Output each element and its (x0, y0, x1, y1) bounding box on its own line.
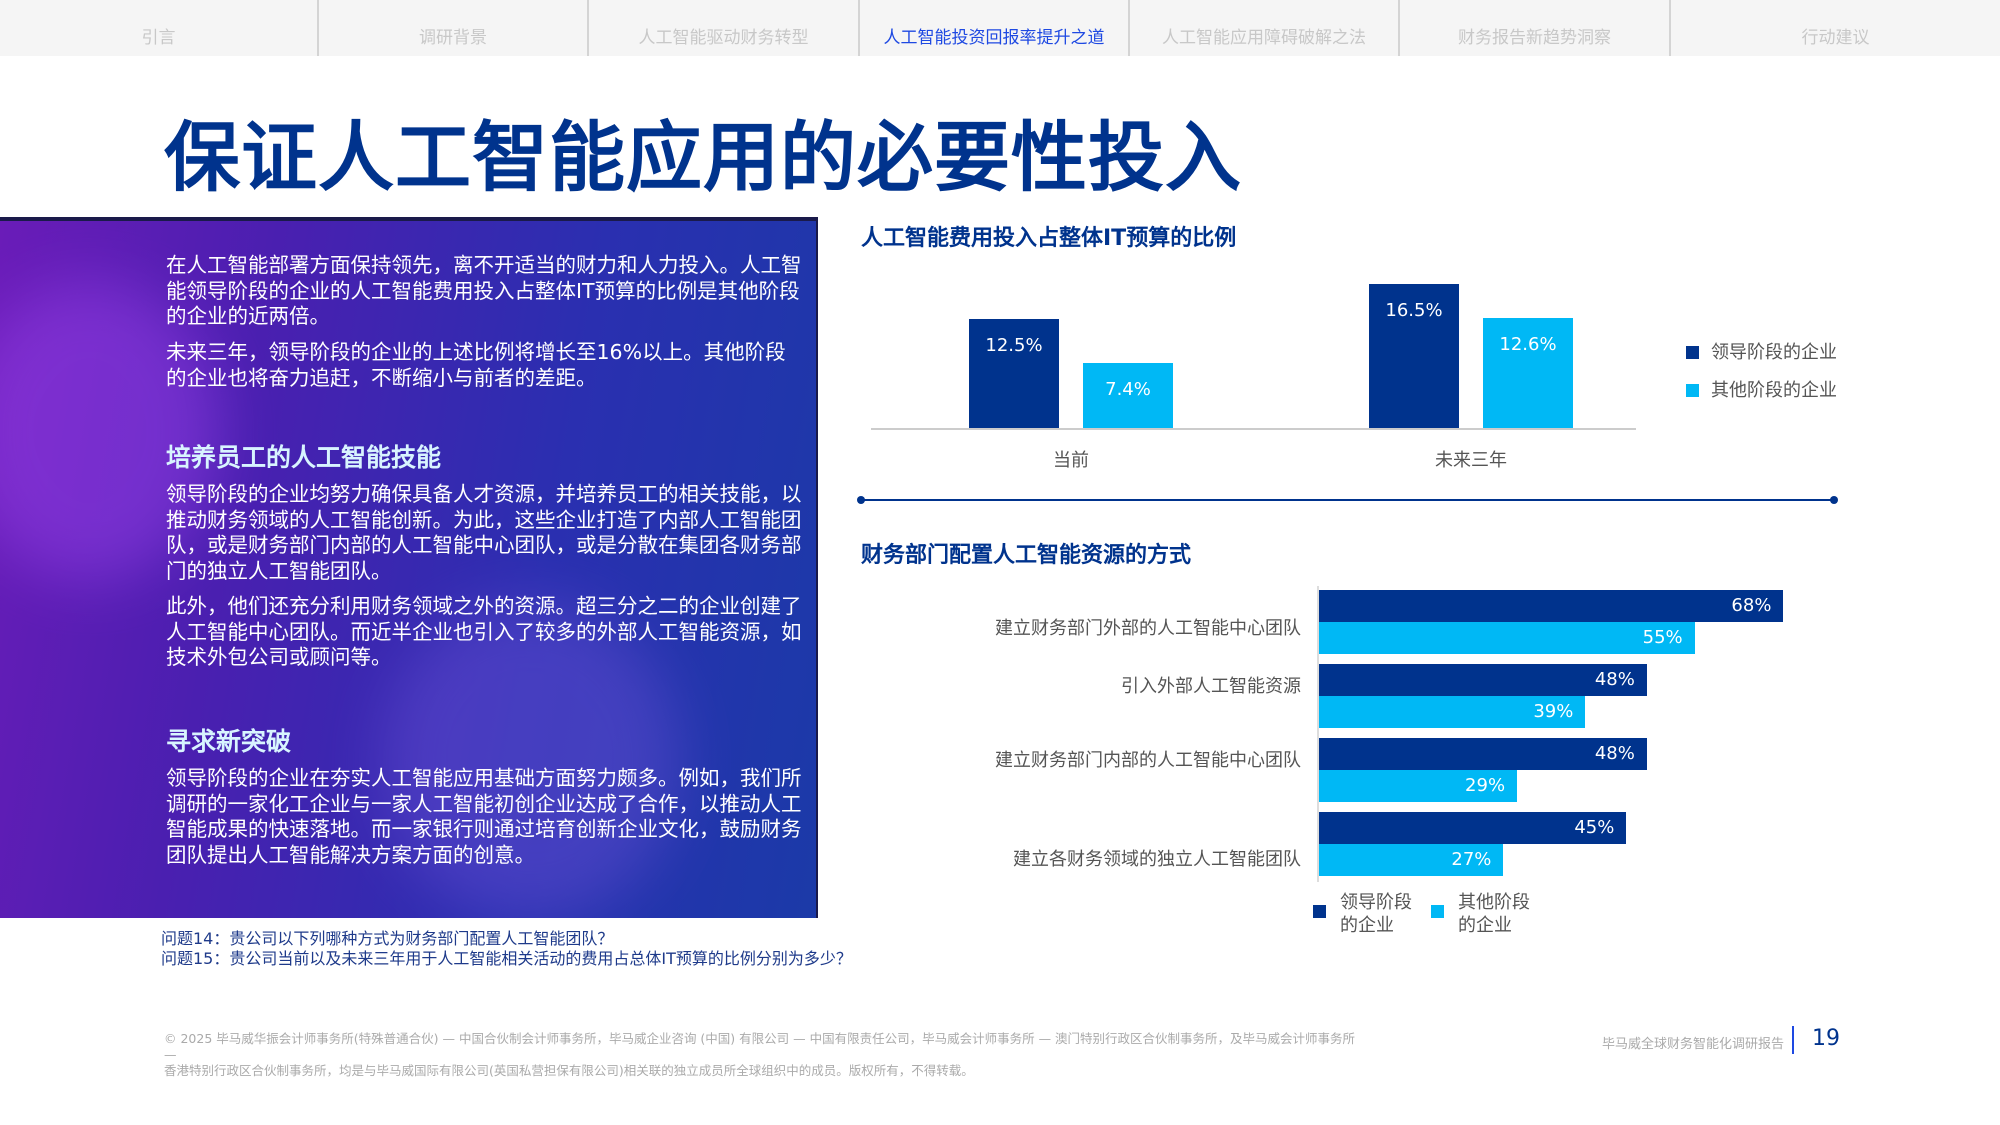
bar-leader (1319, 812, 1627, 844)
bar-value-label: 27% (1451, 849, 1492, 870)
bar-value-label: 48% (1594, 669, 1635, 690)
bar-value-label: 55% (1642, 627, 1683, 648)
bar-other (1083, 363, 1173, 428)
category-label: 当前 (1053, 450, 1089, 471)
bar-leader (1369, 284, 1459, 428)
legend-swatch (1431, 905, 1444, 918)
category-label: 建立财务部门内部的人工智能中心团队 (995, 750, 1301, 771)
category-label: 引入外部人工智能资源 (1121, 676, 1301, 697)
category-label: 未来三年 (1435, 450, 1507, 471)
legend-label: 其他阶段的企业 (1711, 380, 1837, 401)
chart2-title: 财务部门配置人工智能资源的方式 (861, 543, 1192, 568)
legend-swatch (1686, 346, 1699, 359)
skills-paragraph: 领导阶段的企业均努力确保具备人才资源，并培养员工的相关技能，以推动财务领域的人工… (166, 482, 802, 583)
page-title: 保证人工智能应用的必要性投入 (164, 113, 1242, 202)
page-number: 19 (1812, 1026, 1840, 1051)
resources-paragraph: 此外，他们还充分利用财务领域之外的资源。超三分之二的企业创建了人工智能中心团队。… (166, 594, 802, 669)
legend-label: 领导阶段 的企业 (1340, 892, 1412, 936)
category-label: 建立财务部门外部的人工智能中心团队 (995, 618, 1301, 639)
footer-divider (1792, 1026, 1794, 1054)
bar-value-label: 68% (1731, 595, 1772, 616)
bar-other (1319, 696, 1586, 728)
nav-tab[interactable]: 人工智能驱动财务转型 (589, 0, 860, 56)
bar-other (1319, 622, 1695, 654)
nav-tab[interactable]: 人工智能投资回报率提升之道 (860, 0, 1130, 56)
report-name: 毕马威全球财务智能化调研报告 (1602, 1037, 1785, 1052)
x-axis (871, 428, 1636, 430)
bar-value-label: 39% (1533, 701, 1574, 722)
bar-value-label: 48% (1594, 743, 1635, 764)
copyright-notice: © 2025 毕马威华振会计师事务所(特殊普通合伙) — 中国合伙制会计师事务所… (164, 1031, 1364, 1079)
bar-value-label: 12.6% (1499, 334, 1557, 356)
section-heading-breakthrough: 寻求新突破 (166, 727, 292, 756)
copyright-line: © 2025 毕马威华振会计师事务所(特殊普通合伙) — 中国合伙制会计师事务所… (164, 1031, 1356, 1062)
outlook-paragraph: 未来三年，领导阶段的企业的上述比例将增长至16%以上。其他阶段的企业也将奋力追赶… (166, 340, 786, 390)
bar-other (1483, 318, 1573, 428)
legend-label: 领导阶段的企业 (1711, 342, 1837, 363)
bar-other (1319, 770, 1518, 802)
background-glow (0, 281, 220, 581)
legend-label: 其他阶段 的企业 (1458, 892, 1530, 936)
nav-tab[interactable]: 行动建议 (1801, 28, 1870, 48)
bar-value-label: 12.5% (985, 335, 1043, 356)
legend-swatch (1313, 905, 1326, 918)
bar-value-label: 7.4% (1105, 379, 1151, 401)
bar-value-label: 16.5% (1385, 300, 1443, 322)
section-heading-skills: 培养员工的人工智能技能 (166, 443, 442, 472)
question-15: 问题15：贵公司当前以及未来三年用于人工智能相关活动的费用占总体IT预算的比例分… (161, 949, 852, 968)
bar-leader (969, 319, 1059, 428)
bar-leader (1319, 664, 1647, 696)
bar-leader (1319, 738, 1647, 770)
bar-leader (1319, 590, 1784, 622)
copyright-line: 香港特别行政区合伙制事务所，均是与毕马威国际有限公司(英国私营担保有限公司)相关… (164, 1063, 974, 1078)
bar-value-label: 29% (1465, 775, 1506, 796)
background-glow (380, 601, 680, 918)
section-nav: 引言 调研背景 人工智能驱动财务转型 人工智能投资回报率提升之道 人工智能应用障碍破解之… (0, 0, 2000, 56)
section-divider (857, 496, 1838, 504)
bar-other (1319, 844, 1504, 876)
nav-tab[interactable]: 人工智能应用障碍破解之法 (1130, 0, 1400, 56)
text-panel (0, 217, 818, 918)
nav-tab[interactable]: 调研背景 (319, 0, 589, 56)
question-14: 问题14：贵公司以下列哪种方式为财务部门配置人工智能团队？ (161, 929, 614, 948)
y-axis (1317, 586, 1319, 882)
nav-tab[interactable]: 引言 (0, 0, 319, 56)
bar-value-label: 45% (1574, 817, 1615, 838)
nav-tab[interactable]: 财务报告新趋势洞察 (1400, 0, 1671, 56)
intro-paragraph: 在人工智能部署方面保持领先，离不开适当的财力和人力投入。人工智能领导阶段的企业的… (166, 253, 802, 328)
breakthrough-paragraph: 领导阶段的企业在夯实人工智能应用基础方面努力颇多。例如，我们所调研的一家化工企业… (166, 766, 802, 867)
category-label: 建立各财务领域的独立人工智能团队 (1013, 849, 1301, 870)
legend-swatch (1686, 384, 1699, 397)
chart1-title: 人工智能费用投入占整体IT预算的比例 (861, 226, 1237, 251)
